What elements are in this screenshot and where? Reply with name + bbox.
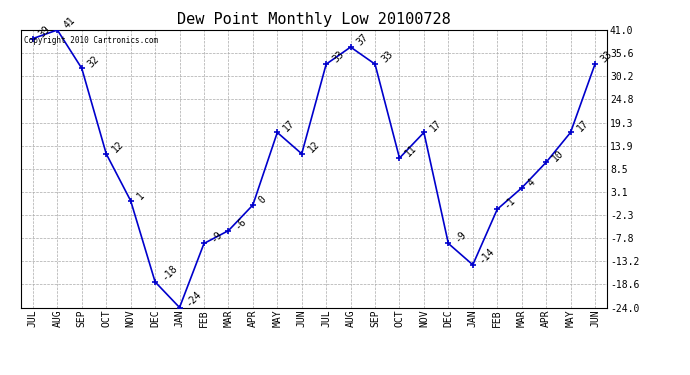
Text: 1: 1 <box>135 190 146 201</box>
Text: 33: 33 <box>380 50 395 65</box>
Text: 17: 17 <box>428 118 444 133</box>
Text: 12: 12 <box>110 139 126 154</box>
Text: 37: 37 <box>355 32 370 48</box>
Text: 12: 12 <box>306 139 322 154</box>
Text: 33: 33 <box>599 50 615 65</box>
Text: 0: 0 <box>257 194 268 206</box>
Text: -14: -14 <box>477 246 497 266</box>
Text: 41: 41 <box>61 15 77 31</box>
Text: -1: -1 <box>502 195 517 210</box>
Text: -24: -24 <box>184 289 204 308</box>
Text: -9: -9 <box>208 229 224 244</box>
Text: 10: 10 <box>550 148 566 163</box>
Text: 33: 33 <box>331 50 346 65</box>
Text: 4: 4 <box>526 177 537 189</box>
Text: 17: 17 <box>282 118 297 133</box>
Text: 32: 32 <box>86 54 101 69</box>
Text: 11: 11 <box>404 143 419 159</box>
Title: Dew Point Monthly Low 20100728: Dew Point Monthly Low 20100728 <box>177 12 451 27</box>
Text: -18: -18 <box>159 263 179 282</box>
Text: 17: 17 <box>575 118 590 133</box>
Text: -9: -9 <box>453 229 468 244</box>
Text: -6: -6 <box>233 216 248 231</box>
Text: Copyright 2010 Cartronics.com: Copyright 2010 Cartronics.com <box>23 36 158 45</box>
Text: 39: 39 <box>37 24 52 39</box>
